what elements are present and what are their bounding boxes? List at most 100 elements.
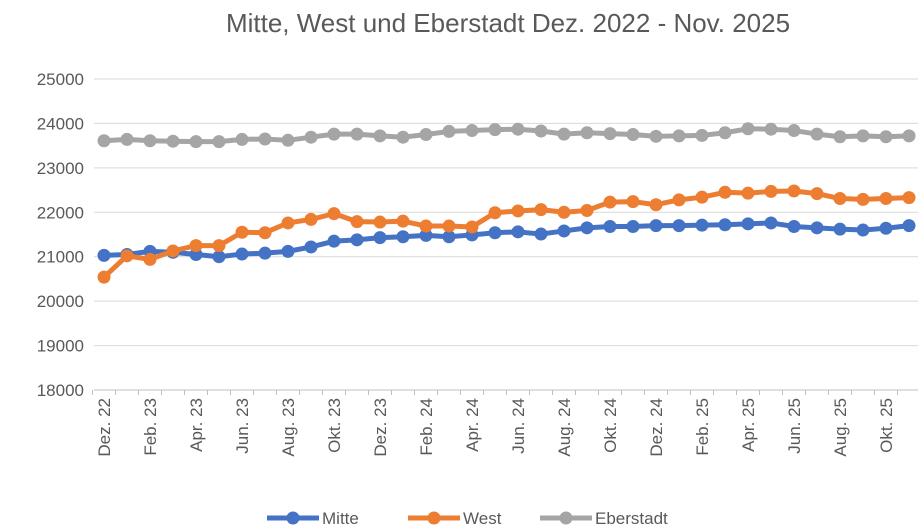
data-point — [350, 127, 364, 141]
data-point — [511, 225, 525, 239]
data-point — [649, 219, 663, 233]
x-tick-label: Dez. 23 — [371, 398, 390, 457]
data-point — [902, 129, 916, 143]
data-point — [212, 135, 226, 149]
x-tick-label: Apr. 25 — [739, 398, 758, 452]
legend-marker — [427, 511, 441, 525]
data-point — [557, 127, 571, 141]
data-point — [350, 215, 364, 229]
x-tick-label: Apr. 24 — [463, 398, 482, 452]
data-point — [787, 184, 801, 198]
data-point — [511, 122, 525, 136]
data-point — [879, 221, 893, 235]
x-tick-label: Aug. 24 — [555, 398, 574, 457]
y-tick-label: 18000 — [37, 381, 84, 400]
y-tick-label: 19000 — [37, 337, 84, 356]
data-point — [235, 132, 249, 146]
data-point — [557, 205, 571, 219]
data-point — [143, 134, 157, 148]
data-point — [419, 228, 433, 242]
data-point — [810, 221, 824, 235]
data-point — [580, 126, 594, 140]
x-tick-label: Jun. 23 — [233, 398, 252, 454]
y-tick-label: 21000 — [37, 248, 84, 267]
x-tick-label: Jun. 25 — [785, 398, 804, 454]
data-point — [902, 191, 916, 205]
data-point — [626, 195, 640, 209]
y-tick-label: 20000 — [37, 292, 84, 311]
data-point — [304, 240, 318, 254]
data-point — [488, 226, 502, 240]
data-point — [373, 231, 387, 245]
data-point — [626, 220, 640, 234]
data-point — [833, 130, 847, 144]
data-point — [258, 246, 272, 260]
data-point — [741, 122, 755, 136]
x-tick-label: Jun. 24 — [509, 398, 528, 454]
x-tick-label: Okt. 23 — [325, 398, 344, 453]
data-point — [649, 198, 663, 212]
x-tick-label: Dez. 24 — [647, 398, 666, 457]
data-point — [143, 252, 157, 266]
x-tick-label: Dez. 22 — [95, 398, 114, 457]
data-point — [672, 193, 686, 207]
legend-label: West — [463, 509, 502, 528]
x-tick-label: Feb. 23 — [141, 398, 160, 456]
data-point — [511, 204, 525, 218]
data-point — [534, 203, 548, 217]
data-point — [856, 129, 870, 143]
data-point — [212, 239, 226, 253]
data-point — [419, 219, 433, 233]
data-point — [396, 230, 410, 244]
legend-marker — [286, 511, 300, 525]
data-point — [603, 195, 617, 209]
x-tick-label: Aug. 23 — [279, 398, 298, 457]
data-point — [465, 124, 479, 138]
data-point — [534, 124, 548, 138]
data-point — [396, 214, 410, 228]
data-point — [258, 132, 272, 146]
data-point — [235, 225, 249, 239]
data-point — [879, 130, 893, 144]
data-point — [741, 217, 755, 231]
data-point — [580, 204, 594, 218]
data-point — [235, 247, 249, 261]
data-point — [97, 134, 111, 148]
data-point — [764, 184, 778, 198]
chart-title: Mitte, West und Eberstadt Dez. 2022 - No… — [226, 8, 790, 38]
data-point — [327, 207, 341, 221]
y-tick-label: 23000 — [37, 159, 84, 178]
data-point — [189, 135, 203, 149]
data-point — [373, 215, 387, 229]
data-point — [166, 244, 180, 258]
data-point — [856, 223, 870, 237]
data-point — [419, 128, 433, 142]
data-point — [465, 220, 479, 234]
data-point — [281, 216, 295, 230]
x-tick-label: Apr. 23 — [187, 398, 206, 452]
data-point — [212, 250, 226, 264]
data-point — [488, 206, 502, 220]
data-point — [833, 192, 847, 206]
x-tick-label: Feb. 24 — [417, 398, 436, 456]
x-tick-label: Okt. 25 — [877, 398, 896, 453]
data-point — [764, 216, 778, 230]
data-point — [120, 132, 134, 146]
data-point — [718, 218, 732, 232]
data-point — [534, 227, 548, 241]
data-point — [488, 123, 502, 137]
legend-label: Mitte — [322, 509, 359, 528]
y-tick-label: 25000 — [37, 70, 84, 89]
data-point — [97, 248, 111, 262]
data-point — [603, 220, 617, 234]
data-point — [833, 222, 847, 236]
y-tick-label: 22000 — [37, 203, 84, 222]
data-point — [810, 187, 824, 201]
data-point — [442, 219, 456, 233]
data-point — [764, 122, 778, 136]
data-point — [787, 220, 801, 234]
data-point — [97, 270, 111, 284]
data-point — [856, 192, 870, 206]
data-point — [626, 128, 640, 142]
data-point — [442, 124, 456, 138]
